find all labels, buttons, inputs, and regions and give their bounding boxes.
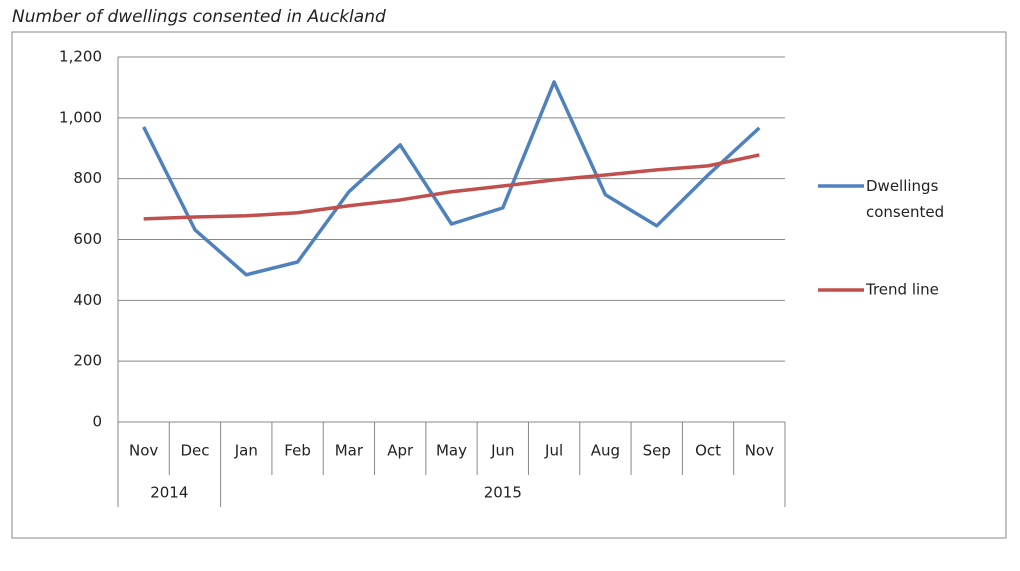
x-tick-label: Jan (234, 442, 258, 460)
y-tick-label: 800 (73, 169, 102, 187)
x-tick-label: Jun (490, 442, 514, 460)
x-tick-label: Dec (180, 442, 209, 460)
x-tick-label: Mar (335, 442, 364, 460)
y-tick-label: 400 (73, 291, 102, 309)
y-tick-label: 200 (73, 352, 102, 370)
y-tick-label: 1,000 (59, 108, 102, 126)
data-line (142, 80, 761, 277)
chart-title: Number of dwellings consented in Aucklan… (12, 7, 386, 27)
x-tick-label: Nov (129, 442, 158, 460)
x-tick-label: Sep (643, 442, 671, 460)
x-tick-label: Feb (284, 442, 311, 460)
group-label: 2014 (150, 484, 188, 502)
chart-border (11, 31, 1007, 539)
legend-label: Dwellings consented (866, 177, 944, 221)
y-tick-label: 1,200 (59, 48, 102, 66)
x-tick-label: Aug (591, 442, 620, 460)
group-label: 2015 (484, 484, 522, 502)
y-tick-label: 0 (92, 413, 102, 431)
x-tick-label: Jul (544, 442, 563, 460)
y-tick-label: 600 (73, 230, 102, 248)
x-tick-label: Nov (745, 442, 774, 460)
x-tick-label: May (436, 442, 467, 460)
data-line (143, 153, 760, 221)
legend-label: Trend line (865, 281, 939, 299)
x-tick-label: Apr (387, 442, 414, 460)
x-tick-label: Oct (695, 442, 721, 460)
